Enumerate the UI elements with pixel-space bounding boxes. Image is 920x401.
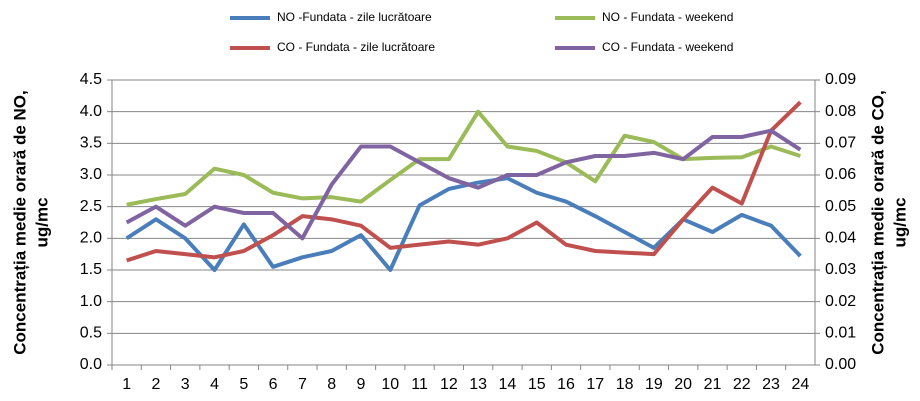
x-tick-label: 23 [762, 376, 780, 393]
x-tick-label: 16 [557, 376, 575, 393]
axis-title-line: ug/mc [32, 197, 51, 247]
series-line [126, 100, 802, 263]
x-tick-label: 3 [181, 376, 190, 393]
y-tick-label: 4.5 [80, 71, 102, 88]
x-tick-label: 7 [298, 376, 307, 393]
x-tick-label: 13 [469, 376, 487, 393]
series-line [126, 109, 801, 207]
x-tick-label: 15 [528, 376, 546, 393]
axis-title-line: Concentrația medie orară de NO, [10, 90, 29, 355]
x-tick-label: 2 [151, 376, 160, 393]
y2-tick-label: 0.02 [825, 293, 856, 310]
y2-tick-label: 0.09 [825, 71, 856, 88]
y-tick-label: 2.5 [80, 198, 102, 215]
y2-tick-label: 0.08 [825, 103, 856, 120]
x-tick-label: 17 [586, 376, 604, 393]
y-tick-label: 3.5 [80, 135, 102, 152]
axis-title-line: ug/mc [890, 197, 909, 247]
legend-label: NO - Fundata - weekend [602, 10, 733, 24]
y2-tick-label: 0.00 [825, 356, 856, 373]
x-tick-label: 22 [733, 376, 751, 393]
series-line [125, 176, 802, 272]
y2-tick-label: 0.03 [825, 261, 856, 278]
x-tick-label: 4 [210, 376, 219, 393]
x-tick-label: 24 [791, 376, 809, 393]
y2-tick-label: 0.06 [825, 166, 856, 183]
y-tick-label: 1.0 [80, 293, 102, 310]
x-tick-label: 21 [704, 376, 722, 393]
x-tick-label: 1 [122, 376, 131, 393]
y-tick-label: 4.0 [80, 103, 102, 120]
x-tick-label: 8 [327, 376, 336, 393]
x-tick-label: 19 [645, 376, 663, 393]
series-line [125, 128, 802, 241]
x-tick-label: 14 [499, 376, 517, 393]
x-tick-label: 11 [411, 376, 428, 393]
x-tick-label: 9 [357, 376, 366, 393]
axis-title: Concentrația medie orară de NO, ug/mc [10, 90, 51, 355]
legend-label: CO - Fundata - weekend [602, 40, 733, 54]
x-tick-label: 18 [616, 376, 634, 393]
y2-tick-label: 0.01 [825, 325, 856, 342]
y2-tick-label: 0.04 [825, 230, 856, 247]
legend-label: CO - Fundata - zile lucrătoare [277, 40, 435, 54]
y2-tick-label: 0.05 [825, 198, 856, 215]
x-tick-label: 5 [239, 376, 248, 393]
y-tick-label: 0.0 [80, 356, 102, 373]
x-tick-label: 6 [269, 376, 278, 393]
x-tick-label: 12 [440, 376, 458, 393]
axis-title-line: Concentrația medie orară de CO, [868, 90, 887, 355]
x-tick-label: 10 [381, 376, 399, 393]
y-tick-label: 3.0 [80, 166, 102, 183]
y2-tick-label: 0.07 [825, 135, 856, 152]
axis-title: Concentrația medie orară de CO, ug/mc [868, 90, 909, 355]
y-tick-label: 2.0 [80, 230, 102, 247]
y-tick-label: 0.5 [80, 325, 102, 342]
legend-label: NO -Fundata - zile lucrătoare [277, 10, 432, 24]
x-tick-label: 20 [674, 376, 692, 393]
y-tick-label: 1.5 [80, 261, 102, 278]
